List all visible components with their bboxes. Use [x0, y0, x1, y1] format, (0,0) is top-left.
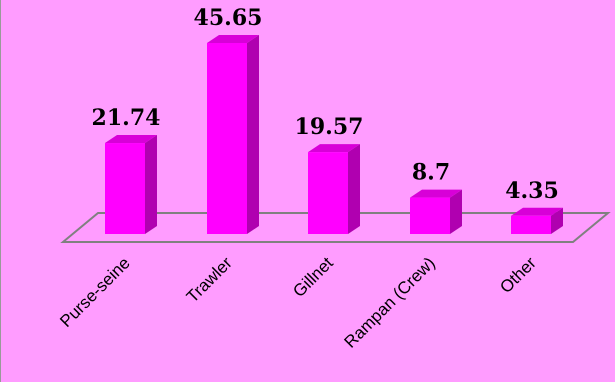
- data-label: 19.57: [295, 114, 364, 140]
- bar-side-face: [551, 207, 563, 234]
- category-labels-group: Purse-seine Trawler Gillnet Rampan (Crew) Ot…: [56, 253, 540, 352]
- data-label: 8.7: [412, 160, 450, 186]
- bar-side-face: [145, 135, 157, 234]
- bar-top-face: [410, 189, 462, 198]
- category-tick-label: Purse-seine: [56, 253, 134, 331]
- bar-top-face: [207, 35, 259, 43]
- bars-group: [105, 35, 563, 234]
- bar-front-face: [410, 197, 450, 234]
- data-label: 21.74: [92, 105, 161, 131]
- bar-front-face: [308, 152, 348, 234]
- category-tick-label: Trawler: [183, 253, 236, 306]
- category-tick-label: Other: [496, 253, 540, 297]
- bar-front-face: [511, 215, 551, 234]
- bar-top-face: [511, 207, 563, 216]
- bar-trawler: [207, 35, 259, 234]
- data-label: 45.65: [194, 5, 263, 31]
- chart-floor: [60, 212, 611, 243]
- bar-side-face: [450, 189, 462, 234]
- bar-top-face: [105, 135, 157, 144]
- data-label: 4.35: [505, 178, 559, 204]
- bar-purse-seine: [105, 135, 157, 234]
- bar-rampan-crew: [410, 189, 462, 234]
- value-labels-group: 21.74 45.65 19.57 8.7 4.35: [92, 5, 559, 204]
- bar-side-face: [348, 144, 360, 234]
- bar-other: [511, 207, 563, 234]
- category-tick-label: Rampan (Crew): [341, 253, 439, 351]
- bar-top-face: [308, 144, 360, 153]
- bar-front-face: [207, 43, 247, 234]
- category-tick-label: Gillnet: [289, 253, 337, 301]
- bar-front-face: [105, 143, 145, 234]
- bar-gillnet: [308, 144, 360, 234]
- bar-side-face: [247, 35, 259, 234]
